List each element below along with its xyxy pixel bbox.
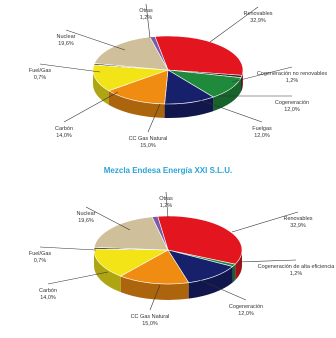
pie-1-value-2: 1,2% [286, 78, 299, 84]
pie-2-label-2: Cogeneración de alta eficiencia [258, 264, 336, 270]
pie-1-value-7: 0,7% [34, 75, 47, 81]
pie-2-value-2: 1,2% [290, 271, 303, 277]
pie-1-label-9: Otras [139, 8, 153, 14]
pie-2-value-4: 15,0% [142, 321, 158, 327]
pie-1-value-5: 15,0% [140, 143, 156, 149]
pie-1-value-9: 1,2% [140, 15, 153, 21]
pie-1-value-1: 32,9% [250, 18, 266, 24]
pie-2-leader-1 [232, 212, 298, 232]
pie-1-label-8: Nuclear [57, 34, 76, 40]
pie-1-label-6: Carbón [55, 126, 73, 132]
pie-1-label-2: Cogeneración no renovables [257, 71, 328, 77]
pie-1-leader-6 [64, 92, 118, 122]
pie-2-value-3: 12,0% [238, 311, 254, 317]
pie-2-label-1: Renovables [283, 216, 312, 222]
pie-2-value-1: 32,9% [290, 223, 306, 229]
pie-1-leader-8 [66, 30, 125, 50]
pie-2-label-4: CC Gas Natural [131, 314, 170, 320]
pie-2-label-7: Nuclear [77, 211, 96, 217]
pie-1-slice-1 [155, 36, 243, 75]
pie-2-label-6: Fuel/Gas [29, 251, 52, 257]
pie-1-label-3: Cogeneración [275, 100, 309, 106]
pie-2-value-8: 1,2% [160, 203, 173, 209]
pie-1-label-7: Fuel/Gas [29, 68, 52, 74]
pie-1-value-4: 12,0% [254, 133, 270, 139]
pie-2-leader-2 [238, 260, 296, 262]
pie-1-label-4: Fuelgas [252, 126, 272, 132]
pie-1-value-8: 19,6% [58, 41, 74, 47]
chart-2-title: Mezcla Endesa Energía XXI S.L.U. [0, 166, 336, 175]
pie-2-value-7: 19,6% [78, 218, 94, 224]
pie-2-label-5: Carbón [39, 288, 57, 294]
pie-1-label-1: Renovables [243, 11, 272, 17]
pie-2-value-6: 0,7% [34, 258, 47, 264]
pie-1-value-6: 14,0% [56, 133, 72, 139]
pie-2-side-2 [233, 264, 236, 282]
pie-1-label-5: CC Gas Natural [129, 136, 168, 142]
pie-2-value-5: 14,0% [40, 295, 56, 301]
pie-2-label-3: Cogeneración [229, 304, 263, 310]
pie-2-leader-6 [40, 247, 96, 250]
pie-1-value-3: 12,0% [284, 107, 300, 113]
pie-2-label-8: Otras [159, 196, 173, 202]
